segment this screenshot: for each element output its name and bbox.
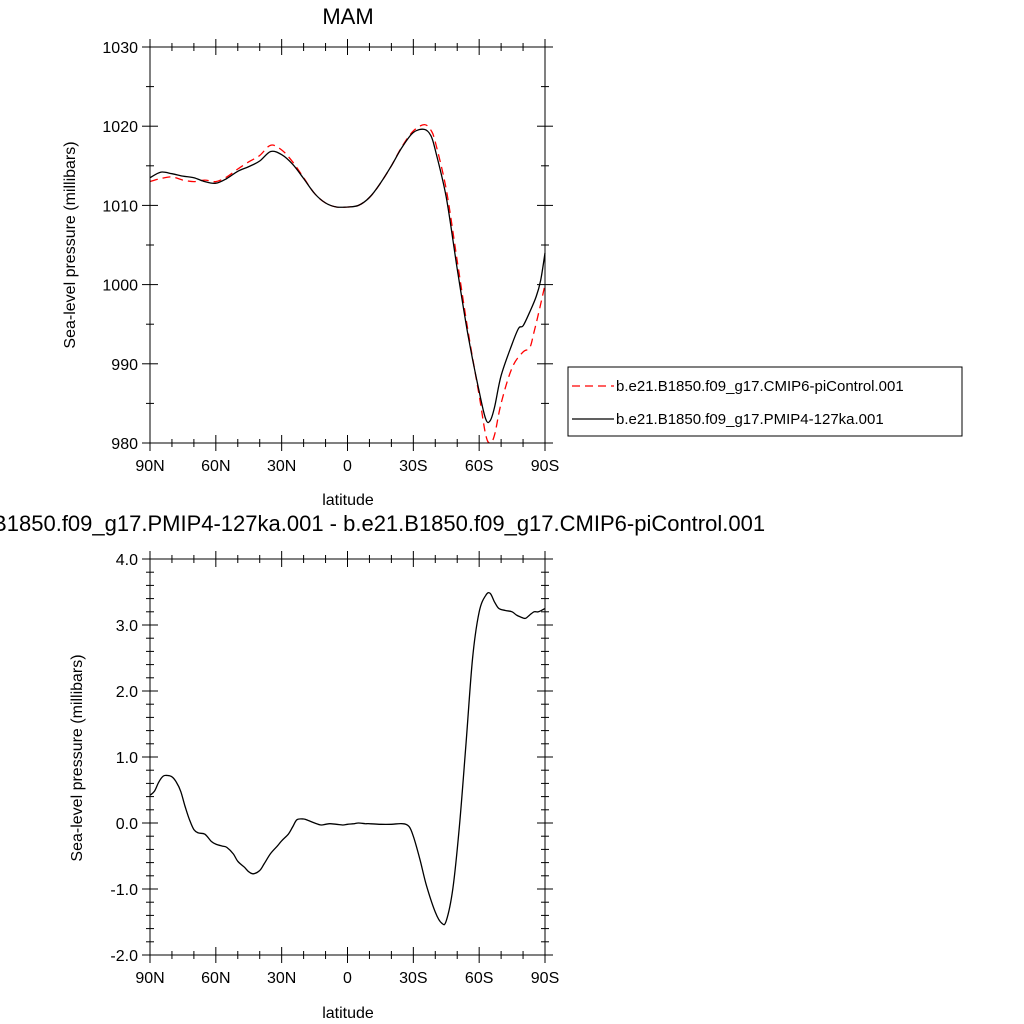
y-tick-label: 1000 (102, 278, 138, 295)
x-tick-label: 60N (201, 458, 230, 475)
x-tick-label: 60N (201, 970, 230, 987)
x-tick-label: 30S (399, 458, 427, 475)
bottom-panel-series (149, 591, 546, 926)
bottom-panel-y-axis-label: Sea-level pressure (millibars) (69, 654, 86, 861)
top-panel-y-axis-label: Sea-level pressure (millibars) (62, 141, 79, 348)
top-panel-series (149, 123, 546, 444)
y-tick-label: 3.0 (116, 618, 138, 635)
bottom-panel-axes: 90N 60N 30N 0 30S 60S 90S -2.0 -1.0 0.0 1.0 2.0 3.0 4… (110, 551, 559, 987)
top-panel-axes: 90N 60N 30N 0 30S 60S 90S 980 990 1000 1010 1020 103… (102, 39, 559, 475)
x-tick-label: 30N (267, 458, 296, 475)
top-panel-mam: MAM 90N 60N 30N 0 30S 60S 90S 980 990 1000 1010 102… (62, 4, 963, 509)
x-tick-label: 30N (267, 970, 296, 987)
top-panel-legend: b.e21.B1850.f09_g17.CMIP6-piControl.001 … (567, 366, 963, 437)
y-tick-label: 990 (111, 357, 138, 374)
legend-box (567, 366, 963, 437)
y-tick-label: 1010 (102, 198, 138, 215)
top-panel-title: MAM (322, 4, 373, 29)
x-tick-label: 0 (343, 458, 352, 475)
y-tick-label: -2.0 (110, 948, 138, 965)
y-tick-label: -1.0 (110, 882, 138, 899)
legend-label-picontrol: b.e21.B1850.f09_g17.CMIP6-piControl.001 (616, 378, 904, 395)
legend-label-127ka: b.e21.B1850.f09_g17.PMIP4-127ka.001 (616, 411, 884, 428)
y-tick-label: 980 (111, 436, 138, 453)
x-tick-label: 90S (531, 970, 559, 987)
y-tick-label: 0.0 (116, 816, 138, 833)
y-tick-label: 2.0 (116, 684, 138, 701)
x-tick-label: 60S (465, 458, 493, 475)
x-tick-label: 90S (531, 458, 559, 475)
series-line-1-2 (149, 128, 546, 424)
x-tick-label: 60S (465, 970, 493, 987)
x-tick-label: 90N (135, 458, 164, 475)
x-tick-label: 90N (135, 970, 164, 987)
bottom-panel-difference: b.e21.B1850.f09_g17.PMIP4-127ka.001 - b.… (0, 511, 765, 1022)
x-tick-label: 0 (343, 970, 352, 987)
top-panel-x-axis-label: latitude (322, 492, 374, 509)
y-tick-label: 4.0 (116, 552, 138, 569)
x-tick-label: 30S (399, 970, 427, 987)
y-tick-label: 1.0 (116, 750, 138, 767)
y-tick-label: 1030 (102, 40, 138, 57)
bottom-panel-x-axis-label: latitude (322, 1005, 374, 1022)
y-tick-label: 1020 (102, 119, 138, 136)
series-line-2-1 (149, 591, 546, 926)
bottom-panel-title: b.e21.B1850.f09_g17.PMIP4-127ka.001 - b.… (0, 511, 765, 536)
